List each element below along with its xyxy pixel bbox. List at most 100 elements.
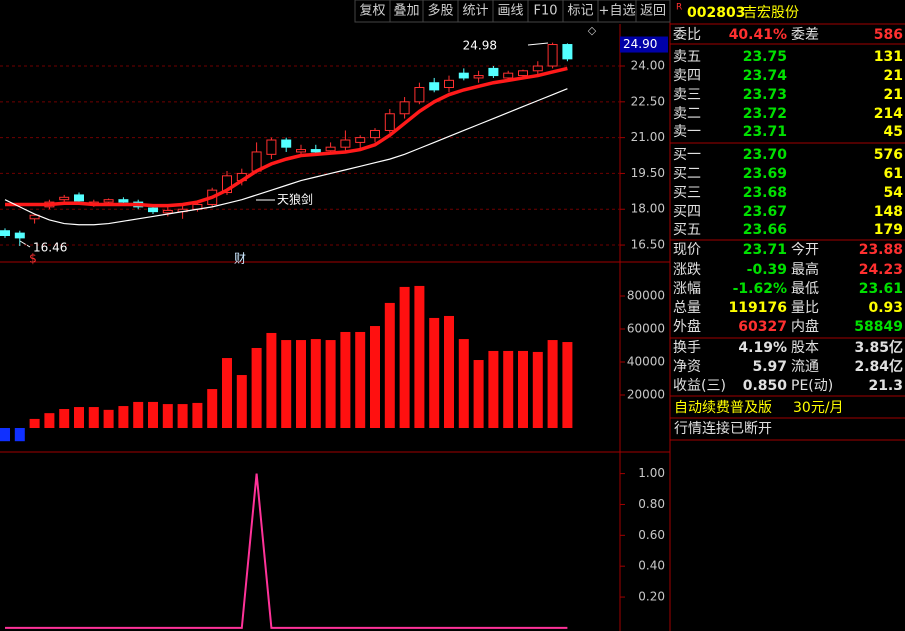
button-label[interactable]: 统计 <box>462 4 488 19</box>
y-tick-label: 20000 <box>627 388 665 402</box>
quote-value: 58849 <box>854 319 903 335</box>
button-label[interactable]: +自选 <box>599 4 636 19</box>
y-tick-label: 0.60 <box>638 528 665 542</box>
volume-bar <box>547 340 558 429</box>
volume-bar <box>148 401 158 429</box>
toolbar-button[interactable]: 标记 <box>562 0 599 23</box>
annotation: 天狼剑 <box>277 192 313 207</box>
quote-label: 卖五 <box>673 49 701 65</box>
candle-body <box>414 86 425 103</box>
quote-value: 0.850 <box>743 378 788 394</box>
quote-label: 流通 <box>791 359 819 375</box>
volume-bar <box>192 402 203 429</box>
button-label[interactable]: 画线 <box>497 4 523 19</box>
candle-body <box>14 232 25 239</box>
y-tick-label: 60000 <box>627 322 665 336</box>
volume-bar <box>118 406 129 429</box>
quote-value: 23.88 <box>859 242 903 258</box>
volume-bar <box>518 350 528 429</box>
volume-bar <box>177 404 188 429</box>
button-label[interactable]: 多股 <box>427 3 453 19</box>
annotation: 财 <box>234 252 246 266</box>
y-tick-label: 18.00 <box>631 202 665 216</box>
button-label[interactable]: 复权 <box>359 3 385 19</box>
candle-body <box>488 67 499 77</box>
toolbar-button[interactable]: +自选 <box>597 0 637 23</box>
current-price-label: 24.90 <box>623 37 657 51</box>
button-label[interactable]: F10 <box>533 4 557 19</box>
candle-body <box>444 79 454 88</box>
quote-label: 卖三 <box>673 87 701 103</box>
volume-bar <box>399 286 410 429</box>
quote-label: 股本 <box>791 340 819 356</box>
quote-value: 23.74 <box>743 68 788 84</box>
quote-label: 买四 <box>673 204 701 220</box>
volume-bar <box>532 351 543 429</box>
volume-bar <box>266 332 277 429</box>
quote-value: 23.71 <box>743 242 787 258</box>
quote-value: 21.3 <box>868 378 903 394</box>
volume-bar <box>562 342 573 429</box>
volume-bar <box>340 331 351 429</box>
volume-bar <box>222 358 232 429</box>
volume-bar <box>296 340 306 429</box>
annotation-arrow <box>19 240 31 248</box>
volume-bar <box>236 375 247 429</box>
quote-label: 涨跌 <box>673 262 701 278</box>
toolbar-button[interactable]: 画线 <box>492 0 529 23</box>
candle-body <box>547 44 558 67</box>
quote-label: 内盘 <box>791 318 819 335</box>
candle-body <box>162 209 173 214</box>
volume-bar <box>473 360 484 429</box>
quote-value: 179 <box>874 222 903 238</box>
quote-value: 23.67 <box>743 204 787 220</box>
candle-body <box>473 75 484 79</box>
quote-value: 21 <box>884 68 903 84</box>
candle-body <box>266 139 277 155</box>
volume-bar <box>488 350 499 429</box>
quote-value: 54 <box>884 185 904 201</box>
volume-bar <box>44 413 55 429</box>
quote-label: 量比 <box>791 300 819 316</box>
volume-bar <box>88 407 99 429</box>
toolbar-button[interactable]: 叠加 <box>389 0 424 23</box>
toolbar-button[interactable]: 返回 <box>635 0 671 23</box>
quote-value: 23.68 <box>743 185 787 201</box>
ad-price: 30元/月 <box>793 400 844 416</box>
quote-value: 4.19% <box>738 340 787 356</box>
candle-body <box>384 113 395 131</box>
quote-value: 131 <box>874 49 903 65</box>
quote-value: 23.70 <box>743 147 788 163</box>
quote-label: 卖二 <box>673 106 701 122</box>
button-label[interactable]: 标记 <box>567 4 593 19</box>
quote-label: PE(动) <box>791 378 833 394</box>
candle-body <box>429 82 440 91</box>
quote-value: 45 <box>884 124 903 140</box>
toolbar-button[interactable]: 统计 <box>457 0 494 23</box>
quote-label: 委差 <box>791 27 819 43</box>
candle-body <box>281 139 292 148</box>
button-label[interactable]: 叠加 <box>393 4 419 19</box>
quote-label: 买一 <box>673 147 701 163</box>
volume-bar <box>59 409 70 429</box>
quote-label: 买三 <box>673 185 701 201</box>
y-tick-label: 40000 <box>627 355 665 369</box>
toolbar-button[interactable]: F10 <box>527 0 564 23</box>
quote-value: 61 <box>884 166 903 182</box>
candle-body <box>118 199 129 203</box>
quote-value: 23.72 <box>743 106 787 122</box>
candle-body <box>325 146 336 152</box>
button-label[interactable]: 返回 <box>640 4 666 19</box>
quote-value: 23.61 <box>859 281 903 297</box>
button-bg <box>635 0 671 23</box>
volume-bar <box>162 404 173 429</box>
quote-value: 23.75 <box>743 49 787 65</box>
toolbar-button[interactable]: 复权 <box>354 0 391 23</box>
candle-body <box>355 137 366 143</box>
diamond-icon: ◇ <box>588 24 597 37</box>
toolbar-button[interactable]: 多股 <box>422 0 459 23</box>
quote-value: 2.84亿 <box>854 358 903 375</box>
quote-value: 5.97 <box>752 359 787 375</box>
candle-body <box>562 44 573 60</box>
